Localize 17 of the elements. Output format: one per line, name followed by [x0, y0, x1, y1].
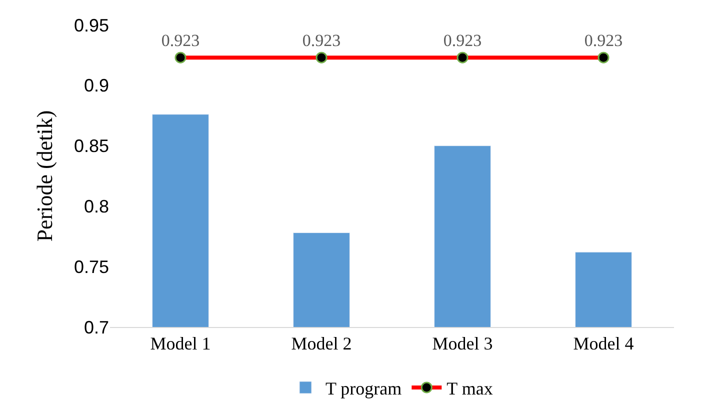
y-tick-label: 0.95: [74, 15, 109, 36]
data-label: 0.923: [161, 31, 200, 50]
data-label: 0.923: [584, 31, 623, 50]
y-tick-label: 0.8: [84, 196, 109, 216]
legend-label: T max: [446, 378, 493, 398]
data-label: 0.923: [302, 31, 341, 50]
x-tick-label: Model 4: [573, 334, 634, 354]
x-tick-label: Model 3: [432, 334, 493, 354]
y-tick-label: 0.9: [84, 76, 109, 96]
legend-label: T program: [326, 378, 402, 398]
x-tick-label: Model 1: [150, 334, 211, 354]
y-tick-label: 0.85: [74, 136, 109, 156]
y-tick-label: 0.7: [84, 317, 109, 338]
y-tick-label: 0.75: [74, 256, 109, 277]
y-axis-title: Periode (detik): [32, 110, 57, 242]
data-label: 0.923: [443, 31, 482, 50]
x-tick-label: Model 2: [291, 334, 352, 354]
